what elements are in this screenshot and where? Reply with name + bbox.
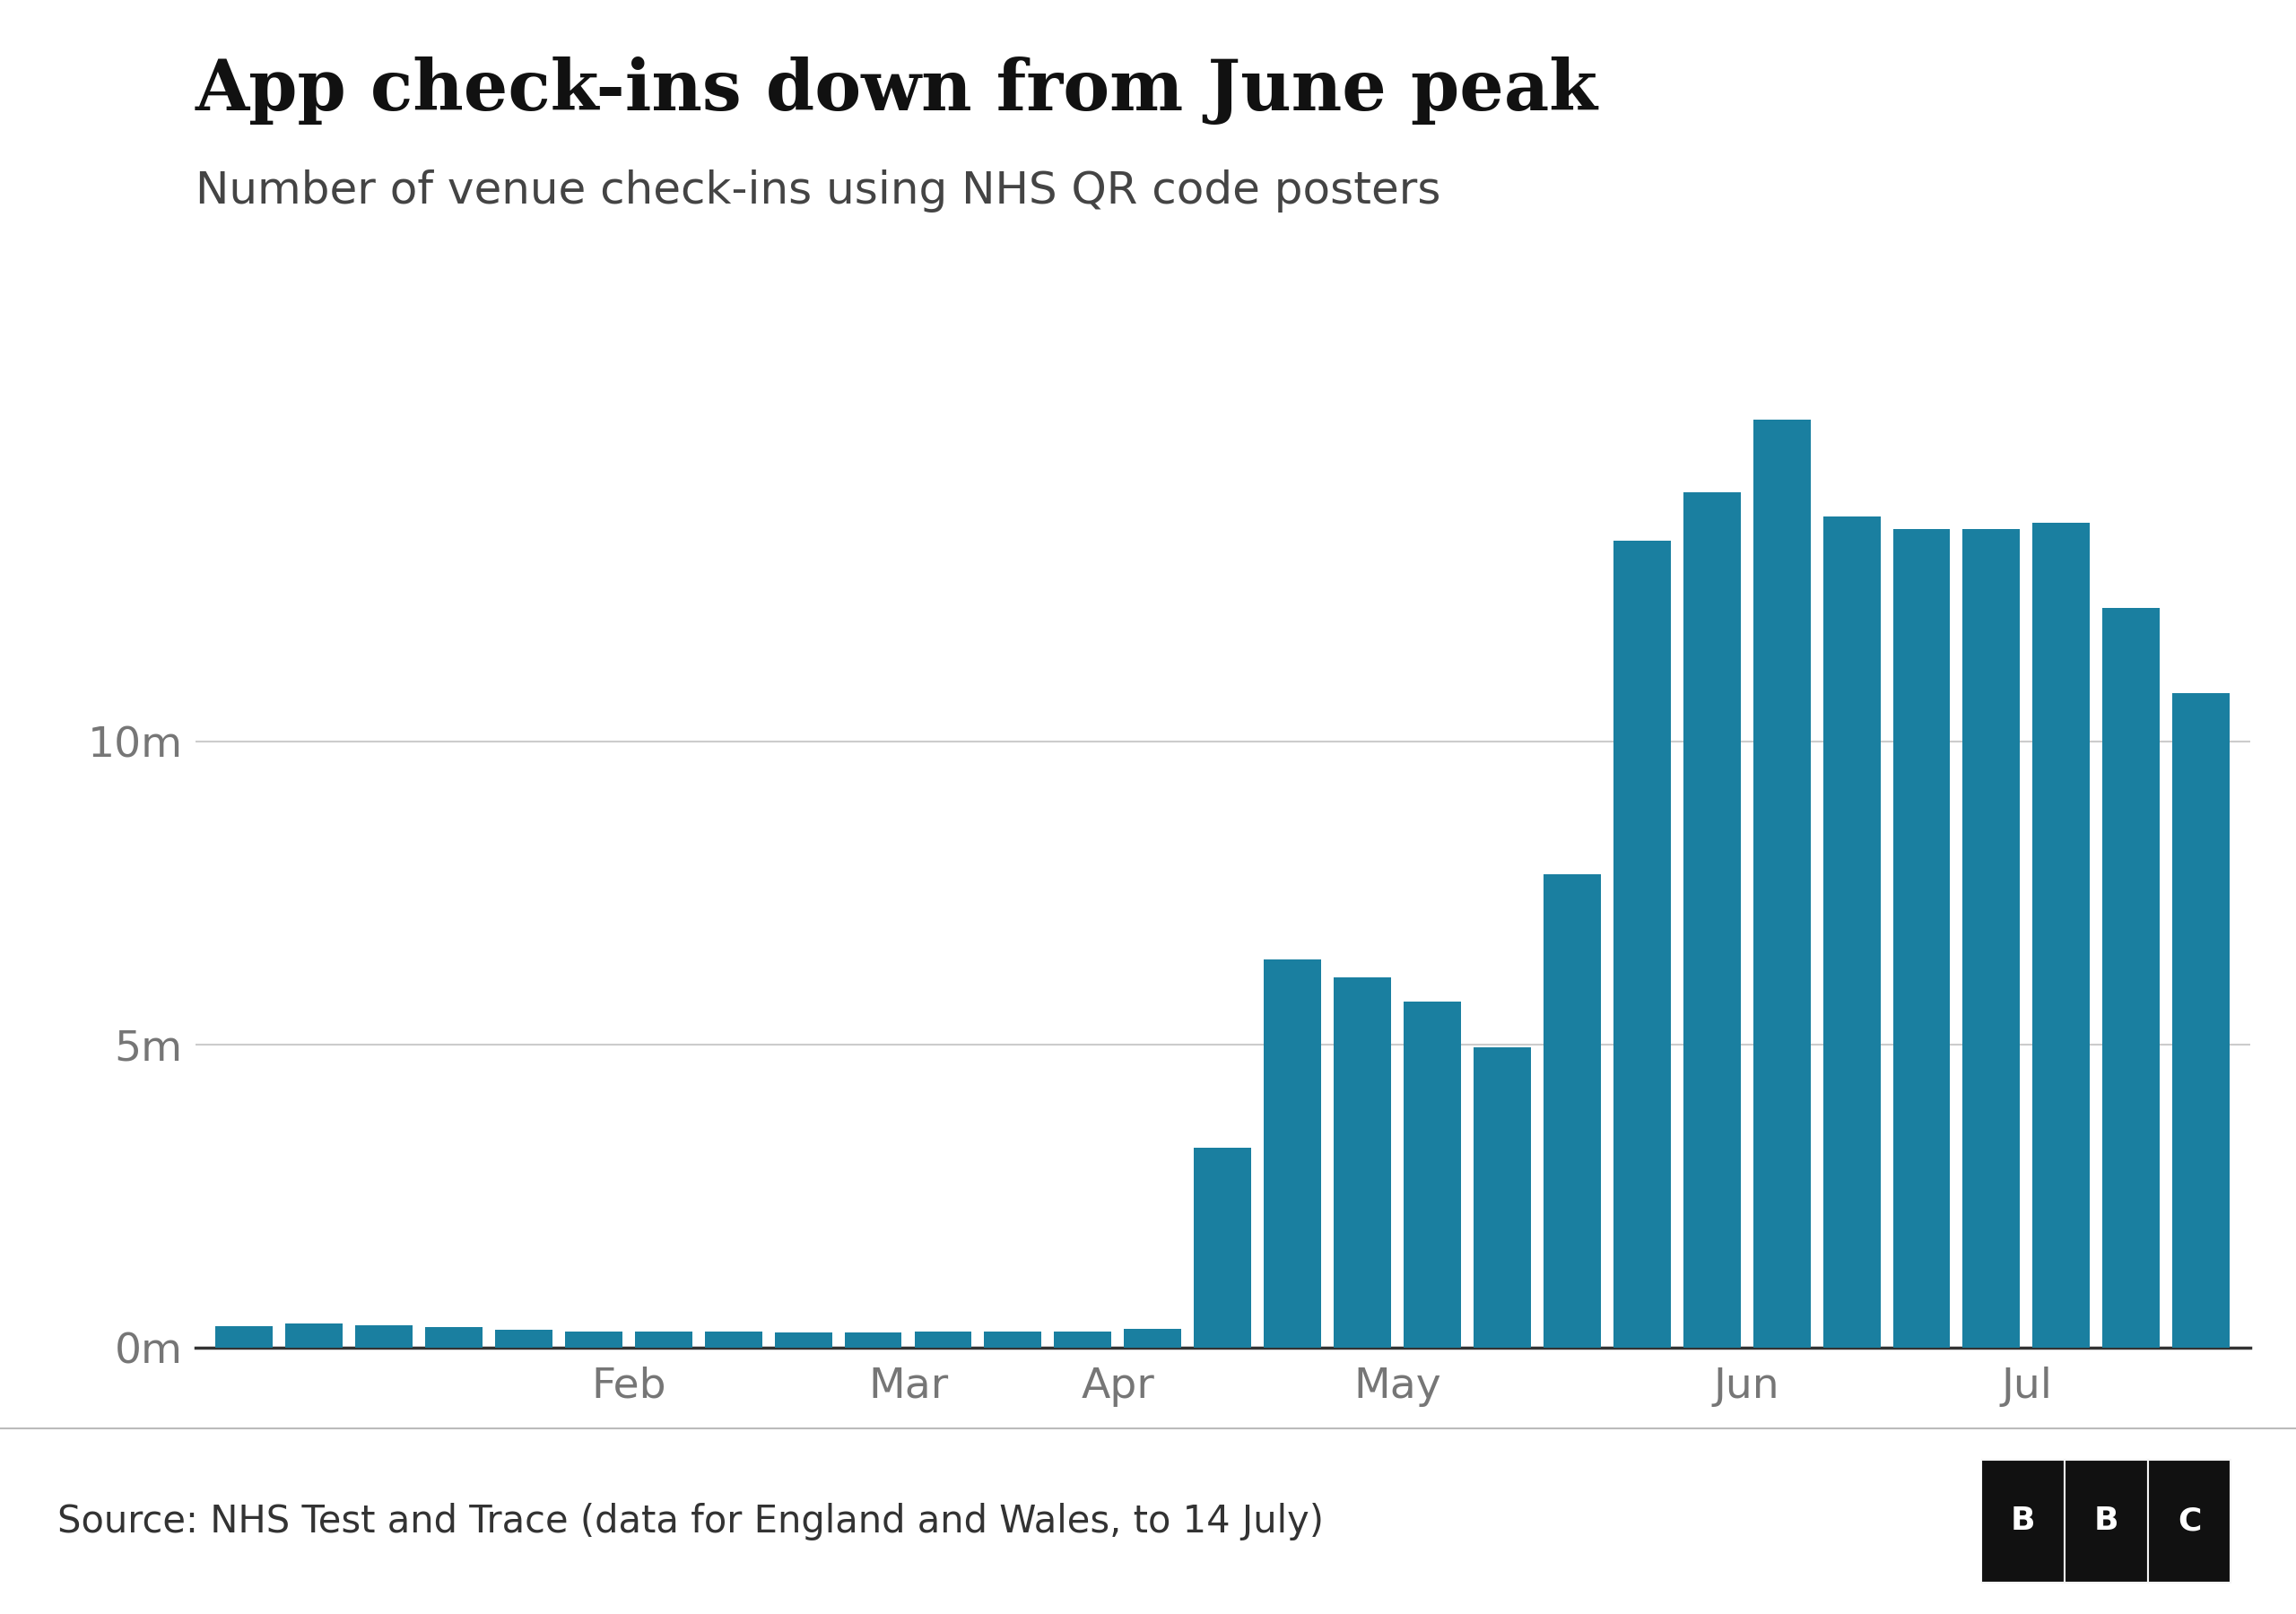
Bar: [1054, 1332, 1111, 1348]
Bar: [285, 1323, 342, 1348]
Text: Source: NHS Test and Trace (data for England and Wales, to 14 July): Source: NHS Test and Trace (data for Eng…: [57, 1503, 1325, 1540]
Bar: [425, 1327, 482, 1348]
Bar: [634, 1332, 691, 1348]
Bar: [1125, 1328, 1182, 1348]
Bar: [845, 1333, 902, 1348]
Text: B: B: [2094, 1506, 2119, 1537]
Bar: [1754, 420, 1812, 1348]
Bar: [1474, 1047, 1531, 1348]
Bar: [1963, 529, 2020, 1348]
Bar: [1823, 516, 1880, 1348]
Bar: [1543, 875, 1600, 1348]
Bar: [356, 1325, 413, 1348]
Bar: [2103, 608, 2161, 1348]
Bar: [1334, 978, 1391, 1348]
Bar: [1263, 960, 1320, 1348]
Bar: [774, 1333, 831, 1348]
Bar: [496, 1330, 553, 1348]
Bar: [1403, 1002, 1460, 1348]
Text: Number of venue check-ins using NHS QR code posters: Number of venue check-ins using NHS QR c…: [195, 169, 1440, 213]
Bar: [1892, 529, 1949, 1348]
Bar: [2032, 523, 2089, 1348]
Bar: [1194, 1148, 1251, 1348]
Bar: [1981, 1459, 2064, 1582]
Bar: [1614, 541, 1671, 1348]
Bar: [985, 1332, 1042, 1348]
Bar: [565, 1332, 622, 1348]
Bar: [705, 1332, 762, 1348]
Text: C: C: [2177, 1506, 2202, 1537]
Bar: [914, 1332, 971, 1348]
Text: B: B: [2011, 1506, 2034, 1537]
Text: App check-ins down from June peak: App check-ins down from June peak: [195, 56, 1598, 124]
Bar: [2172, 692, 2229, 1348]
Bar: [216, 1327, 273, 1348]
Bar: [2064, 1459, 2147, 1582]
Bar: [2147, 1459, 2232, 1582]
Bar: [1683, 492, 1740, 1348]
